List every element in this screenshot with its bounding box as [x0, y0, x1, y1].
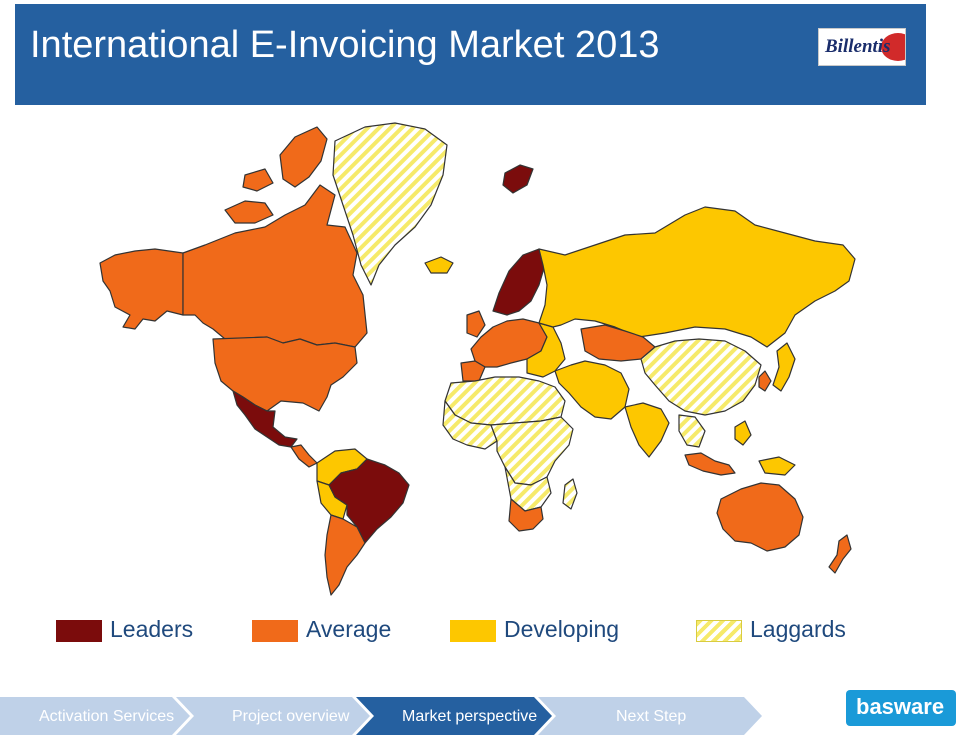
nav-step-activation-services[interactable]: [0, 697, 190, 735]
region-indonesia: [684, 452, 736, 476]
region-north-africa: [444, 376, 566, 426]
nav-step-next-step[interactable]: [538, 697, 762, 735]
legend-swatch-average: [252, 620, 298, 642]
region-iceland: [424, 256, 454, 274]
world-map: [99, 122, 856, 596]
region-madagascar: [562, 478, 578, 510]
legend-label-average: Average: [306, 616, 392, 642]
region-arctic-islands: [224, 126, 328, 224]
region-new-zealand: [828, 534, 852, 574]
region-china: [640, 338, 762, 416]
region-scandinavia: [492, 248, 546, 316]
region-svalbard: [502, 164, 534, 194]
region-brazil: [328, 458, 410, 544]
region-india: [624, 402, 670, 458]
legend-swatch-laggards: [696, 620, 742, 642]
basware-logo: basware: [846, 690, 956, 726]
basware-logo-text: basware: [856, 694, 945, 719]
legend-label-laggards: Laggards: [750, 616, 846, 642]
billentis-logo: Billentis: [818, 28, 906, 66]
legend-label-developing: Developing: [504, 616, 620, 642]
region-russia: [538, 206, 856, 348]
region-canada: [182, 184, 368, 348]
nav-step-project-overview[interactable]: [176, 697, 370, 735]
region-southeast-asia: [678, 414, 706, 448]
billentis-swoosh-icon: [881, 33, 905, 61]
legend-label-leaders: Leaders: [110, 616, 194, 642]
nav-step-market-perspective[interactable]: [356, 697, 552, 735]
region-west-africa: [442, 400, 498, 450]
region-australia: [716, 482, 804, 552]
billentis-logo-text: Billentis: [825, 36, 891, 57]
legend-swatch-developing: [450, 620, 496, 642]
nav-label-next-step[interactable]: Next Step: [616, 708, 687, 725]
nav-label-project-overview[interactable]: Project overview: [232, 708, 350, 725]
region-iberia: [460, 360, 486, 382]
region-eastern-europe: [526, 322, 566, 378]
region-southern-cone: [324, 514, 366, 596]
region-central-africa: [490, 416, 574, 486]
region-usa: [212, 336, 358, 412]
region-alaska: [99, 248, 184, 330]
progress-nav: [0, 697, 762, 735]
region-south-africa: [508, 498, 544, 532]
nav-label-activation-services[interactable]: Activation Services: [39, 708, 175, 725]
region-pacific-islands: [734, 420, 796, 476]
region-central-america: [290, 444, 318, 468]
region-japan: [772, 342, 796, 392]
nav-label-market-perspective[interactable]: Market perspective: [402, 708, 538, 725]
region-greenland: [332, 122, 448, 286]
map-legend: Leaders Average Developing Laggards: [56, 616, 876, 648]
region-mexico: [232, 390, 298, 448]
legend-swatch-leaders: [56, 620, 102, 642]
region-korea: [758, 370, 772, 392]
region-middle-east: [554, 360, 630, 420]
region-uk-ireland: [466, 310, 486, 338]
title-banner: International E-Invoicing Market 2013 Bi…: [15, 4, 926, 105]
page-title: International E-Invoicing Market 2013: [30, 24, 660, 66]
